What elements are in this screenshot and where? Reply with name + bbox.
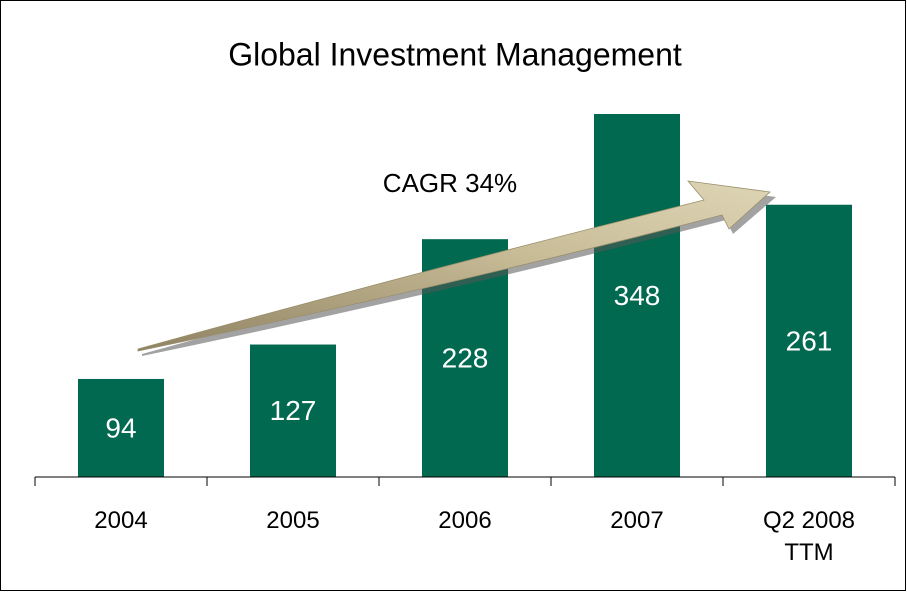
bar	[78, 378, 164, 477]
x-tick-label: Q2 2008 TTM	[762, 507, 856, 566]
bar	[594, 114, 680, 477]
x-tick-label: 2004	[94, 507, 148, 534]
bar	[250, 344, 336, 477]
x-tick-label: 2006	[438, 507, 492, 534]
bars	[78, 114, 852, 477]
x-tick-label: 2005	[266, 507, 320, 534]
value-label: 261	[786, 325, 833, 356]
value-label: 94	[105, 412, 136, 443]
chart-title: Global Investment Management	[228, 36, 682, 72]
annotation: CAGR 34%	[383, 168, 517, 198]
value-label: 127	[270, 395, 317, 426]
value-label: 348	[614, 280, 661, 311]
growth-arrow	[137, 180, 771, 352]
bar	[766, 204, 852, 477]
x-tick-label: 2007	[610, 507, 664, 534]
value-label: 228	[442, 342, 489, 373]
